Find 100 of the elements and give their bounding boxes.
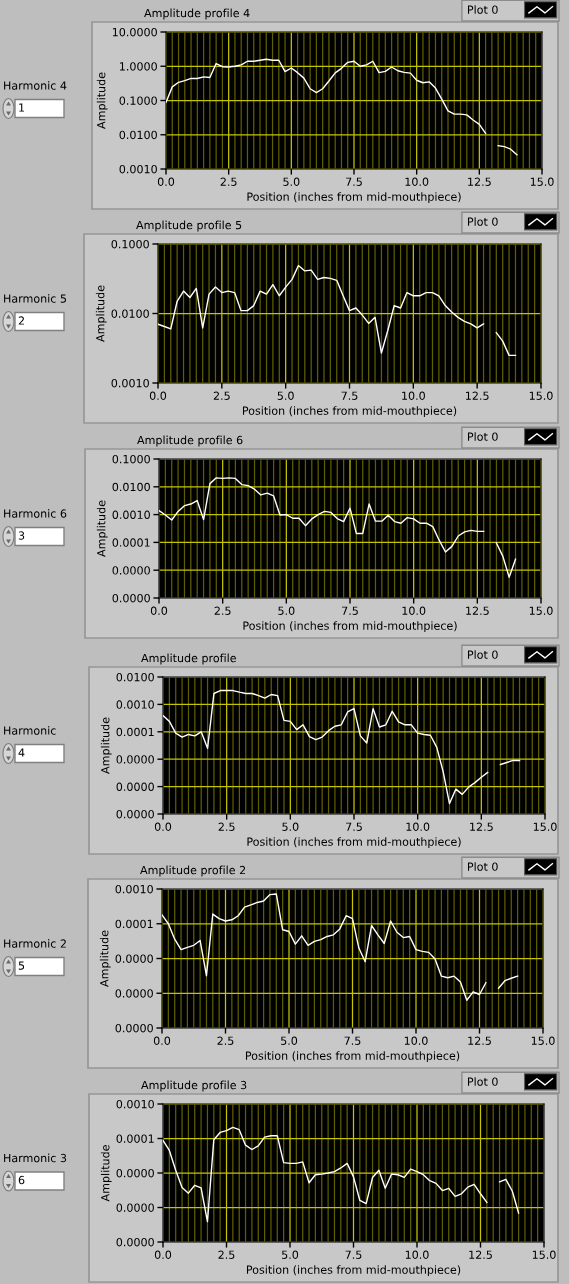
x-tick-label: 10.0 xyxy=(405,177,429,186)
y-tick-label: 0.1000 xyxy=(112,454,150,464)
y-tick-label: 0.0010 xyxy=(112,510,150,519)
x-tick-label: 12.5 xyxy=(468,177,491,186)
x-tick-label: 15.0 xyxy=(530,177,554,186)
y-tick-label: 0.0000 xyxy=(115,954,153,963)
y-tick-label: 0.0010 xyxy=(111,378,149,388)
y-tick-label: 1.0000 xyxy=(120,62,157,71)
y-tick-label: 0.0000 xyxy=(115,1023,153,1033)
text: 3 xyxy=(18,531,25,540)
chart-title: Amplitude profile 4 xyxy=(144,8,250,20)
y-tick-label: 0.0000 xyxy=(116,1203,154,1212)
x-tick-label: 15.0 xyxy=(529,606,553,615)
x-tick-label: 2.5 xyxy=(218,822,235,831)
y-tick-label: 0.0000 xyxy=(116,1237,154,1247)
x-tick-label: 5.0 xyxy=(278,606,295,615)
x-tick-label: 7.5 xyxy=(345,1250,362,1259)
text: Harmonic 4 xyxy=(4,81,67,90)
y-axis-title: Amplitude xyxy=(100,717,112,774)
x-tick-label: 0.0 xyxy=(154,1250,172,1259)
x-tick-label: 7.5 xyxy=(346,822,362,831)
x-tick-label: 10.0 xyxy=(402,606,426,615)
y-axis-title: Amplitude xyxy=(99,930,111,987)
text: 1 xyxy=(19,103,25,112)
x-tick-label: 5.0 xyxy=(277,391,294,400)
x-tick-label: 0.0 xyxy=(149,391,167,400)
x-tick-label: 12.5 xyxy=(468,1036,491,1045)
y-tick-label: 0.0000 xyxy=(116,755,154,764)
x-tick-label: 0.0 xyxy=(154,822,172,831)
y-tick-label: 0.0001 xyxy=(116,727,154,737)
text: Harmonic 5 xyxy=(4,294,67,303)
chart-title: Amplitude profile 5 xyxy=(136,220,242,232)
x-tick-label: 2.5 xyxy=(213,391,230,400)
x-tick-label: 7.5 xyxy=(342,606,358,615)
x-tick-label: 5.0 xyxy=(282,1250,299,1259)
x-tick-label: 15.0 xyxy=(532,1250,556,1259)
y-axis-title: Amplitude xyxy=(100,1145,112,1202)
x-axis-title: Position (inches from mid-mouthpiece) xyxy=(242,406,457,418)
x-tick-label: 15.0 xyxy=(529,391,553,400)
text: Harmonic 3 xyxy=(4,1153,67,1163)
y-tick-label: 0.0100 xyxy=(111,309,149,318)
x-tick-label: 10.0 xyxy=(405,1250,429,1259)
y-tick-label: 0.0010 xyxy=(115,884,153,894)
y-tick-label: 0.0100 xyxy=(112,482,150,492)
text: Plot 0 xyxy=(467,862,498,871)
y-tick-label: 0.0000 xyxy=(112,593,150,603)
x-tick-label: 10.0 xyxy=(406,822,430,831)
x-tick-label: 0.0 xyxy=(153,1036,171,1045)
y-tick-label: 0.0000 xyxy=(112,566,150,575)
x-tick-label: 0.0 xyxy=(157,177,175,186)
x-tick-label: 12.5 xyxy=(469,1250,492,1259)
text: 6 xyxy=(18,1175,25,1185)
x-tick-label: 15.0 xyxy=(531,1036,555,1045)
x-tick-label: 7.5 xyxy=(341,391,358,400)
text: Harmonic 6 xyxy=(4,509,67,518)
text: Plot 0 xyxy=(467,5,498,14)
y-tick-label: 0.0000 xyxy=(116,809,154,819)
chart-title: Amplitude profile 6 xyxy=(137,435,243,447)
y-tick-label: 0.0100 xyxy=(116,672,154,682)
x-tick-label: 5.0 xyxy=(281,1036,298,1045)
chart-title: Amplitude profile xyxy=(141,653,236,665)
y-tick-label: 0.0000 xyxy=(116,1168,154,1178)
y-axis-title: Amplitude xyxy=(96,500,108,557)
y-tick-label: 0.1000 xyxy=(111,239,149,249)
x-tick-label: 2.5 xyxy=(218,1250,235,1259)
y-tick-label: 0.1000 xyxy=(119,96,157,105)
y-tick-label: 10.0000 xyxy=(112,27,157,37)
y-tick-label: 0.0001 xyxy=(115,919,153,929)
text: Harmonic xyxy=(4,726,56,735)
text: Harmonic 2 xyxy=(4,939,66,948)
text: Plot 0 xyxy=(467,650,498,659)
chart-title: Amplitude profile 3 xyxy=(141,1080,247,1092)
y-tick-label: 0.0010 xyxy=(119,164,157,174)
y-tick-label: 0.0000 xyxy=(115,989,153,998)
x-tick-label: 7.5 xyxy=(344,1036,361,1045)
chart-title: Amplitude profile 2 xyxy=(140,865,246,877)
y-tick-label: 0.0001 xyxy=(112,538,150,547)
y-axis-title: Amplitude xyxy=(95,285,107,342)
x-tick-label: 5.0 xyxy=(283,177,300,186)
text: 2 xyxy=(18,316,24,325)
text: 5 xyxy=(18,961,25,970)
x-tick-label: 10.0 xyxy=(404,1036,428,1045)
x-tick-label: 12.5 xyxy=(466,391,489,400)
x-axis-title: Position (inches from mid-mouthpiece) xyxy=(243,621,457,633)
y-tick-label: 0.0010 xyxy=(116,700,154,709)
x-tick-label: 2.5 xyxy=(220,177,237,186)
x-axis-title: Position (inches from mid-mouthpiece) xyxy=(247,837,461,849)
x-axis-title: Position (inches from mid-mouthpiece) xyxy=(246,1265,461,1277)
x-tick-label: 2.5 xyxy=(217,1036,234,1045)
y-tick-label: 0.0100 xyxy=(119,130,157,140)
text: Plot 0 xyxy=(467,432,498,441)
x-tick-label: 12.5 xyxy=(466,606,489,615)
x-tick-label: 7.5 xyxy=(346,177,362,186)
text: Plot 0 xyxy=(467,217,498,226)
text: 4 xyxy=(18,748,25,757)
x-tick-label: 12.5 xyxy=(470,822,493,831)
x-axis-title: Position (inches from mid-mouthpiece) xyxy=(245,1051,460,1063)
x-tick-label: 10.0 xyxy=(402,391,425,400)
x-tick-label: 2.5 xyxy=(214,606,231,615)
y-tick-label: 0.0010 xyxy=(116,1099,154,1109)
